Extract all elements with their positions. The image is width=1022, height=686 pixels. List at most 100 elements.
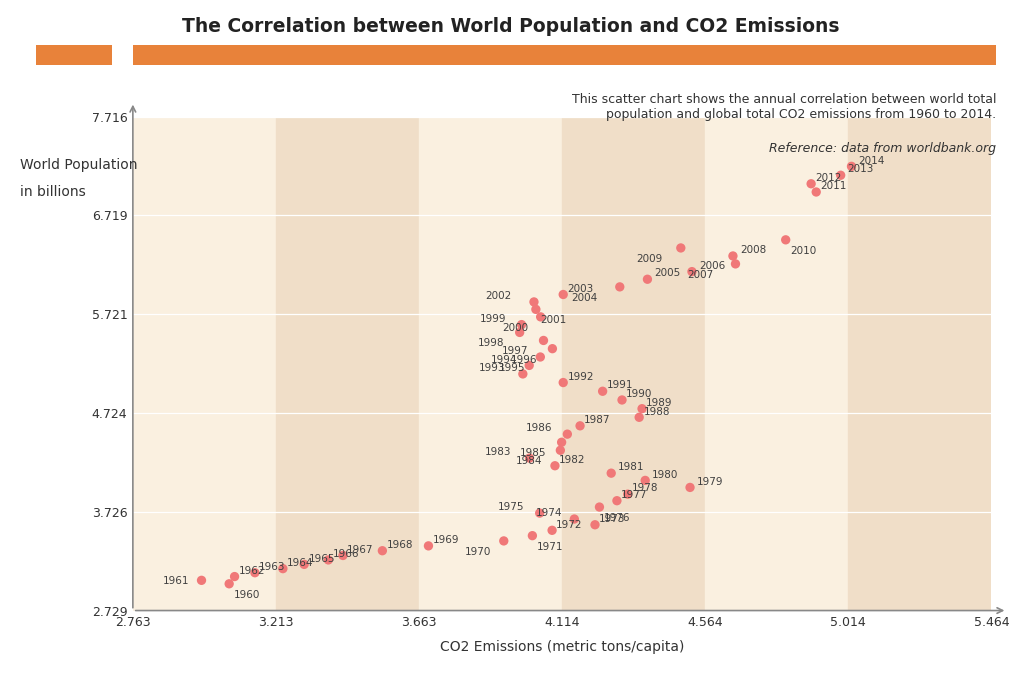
- Text: 1986: 1986: [525, 423, 552, 434]
- Bar: [848, 117, 991, 611]
- Point: [525, 296, 542, 307]
- Point: [559, 429, 575, 440]
- Point: [637, 475, 653, 486]
- Point: [275, 563, 291, 574]
- Text: 1991: 1991: [607, 381, 634, 390]
- Text: 1974: 1974: [536, 508, 562, 518]
- Point: [547, 460, 563, 471]
- Point: [778, 235, 794, 246]
- Point: [603, 468, 619, 479]
- Bar: [705, 117, 848, 611]
- Text: 1999: 1999: [480, 314, 507, 324]
- Point: [609, 495, 625, 506]
- Text: 1965: 1965: [309, 554, 335, 564]
- Point: [513, 319, 529, 330]
- Text: 2006: 2006: [699, 261, 726, 271]
- Text: 1997: 1997: [502, 346, 528, 356]
- Text: 2010: 2010: [790, 246, 817, 256]
- Text: 1982: 1982: [559, 455, 586, 465]
- Text: 1993: 1993: [478, 363, 505, 373]
- Text: 1984: 1984: [516, 456, 543, 466]
- Text: 1990: 1990: [626, 389, 653, 399]
- Point: [833, 169, 849, 180]
- Text: 2009: 2009: [637, 254, 662, 264]
- Point: [682, 482, 698, 493]
- Text: 1972: 1972: [556, 519, 583, 530]
- Point: [531, 508, 548, 519]
- Text: 1961: 1961: [162, 576, 189, 587]
- Text: 1980: 1980: [652, 470, 679, 480]
- Text: 1983: 1983: [485, 447, 512, 458]
- Text: 2012: 2012: [816, 173, 842, 183]
- Text: 1962: 1962: [239, 566, 266, 576]
- Text: 1964: 1964: [287, 558, 314, 568]
- Point: [592, 501, 608, 512]
- Point: [420, 541, 436, 552]
- Text: The Correlation between World Population and CO2 Emissions: The Correlation between World Population…: [182, 17, 840, 36]
- Point: [631, 412, 647, 423]
- Text: 2000: 2000: [502, 323, 528, 333]
- Point: [587, 519, 603, 530]
- Point: [672, 242, 689, 253]
- Point: [544, 525, 560, 536]
- Text: 1998: 1998: [478, 338, 505, 348]
- Point: [521, 360, 538, 371]
- Text: Reference: data from worldbank.org: Reference: data from worldbank.org: [770, 142, 996, 155]
- Text: World Population: World Population: [20, 158, 138, 172]
- Point: [611, 281, 628, 292]
- Point: [554, 437, 570, 448]
- Point: [552, 445, 568, 456]
- Point: [545, 343, 561, 354]
- Text: 1987: 1987: [585, 415, 611, 425]
- Point: [572, 421, 589, 431]
- Text: 1996: 1996: [511, 355, 538, 364]
- Text: 1989: 1989: [646, 398, 672, 408]
- Point: [566, 514, 583, 525]
- Text: 2002: 2002: [485, 291, 512, 301]
- Point: [634, 403, 650, 414]
- Text: 1979: 1979: [697, 477, 724, 486]
- Text: 1976: 1976: [604, 513, 631, 523]
- Text: 1970: 1970: [465, 547, 492, 557]
- Text: 1960: 1960: [233, 590, 260, 600]
- Point: [193, 575, 210, 586]
- Text: This scatter chart shows the annual correlation between world total
population a: This scatter chart shows the annual corr…: [572, 93, 996, 121]
- Point: [803, 178, 820, 189]
- Point: [684, 266, 700, 277]
- Point: [335, 550, 352, 561]
- Text: 1977: 1977: [621, 490, 648, 500]
- Point: [619, 488, 636, 499]
- Point: [640, 274, 656, 285]
- Text: 2008: 2008: [740, 245, 766, 255]
- Point: [808, 187, 825, 198]
- Text: 2005: 2005: [654, 268, 681, 279]
- Point: [296, 559, 313, 570]
- Point: [221, 578, 237, 589]
- Point: [843, 161, 860, 172]
- Point: [524, 530, 541, 541]
- Text: 1971: 1971: [537, 541, 563, 552]
- Text: 1992: 1992: [567, 372, 594, 382]
- Text: 2004: 2004: [571, 293, 598, 303]
- Point: [555, 289, 571, 300]
- Point: [496, 536, 512, 547]
- Text: 1978: 1978: [632, 484, 658, 493]
- Text: 1973: 1973: [599, 514, 625, 524]
- Text: 2007: 2007: [687, 270, 713, 280]
- Point: [527, 304, 544, 315]
- Text: 2003: 2003: [567, 284, 594, 294]
- Point: [521, 453, 538, 464]
- Point: [227, 571, 243, 582]
- Text: 1995: 1995: [499, 363, 525, 373]
- Text: 1994: 1994: [491, 355, 517, 365]
- Text: 1985: 1985: [520, 448, 547, 458]
- Point: [614, 394, 631, 405]
- Text: in billions: in billions: [20, 185, 86, 199]
- Text: 1963: 1963: [259, 562, 285, 572]
- Point: [515, 368, 531, 379]
- Point: [595, 386, 611, 397]
- Point: [320, 554, 336, 565]
- Text: 2013: 2013: [847, 165, 874, 174]
- Point: [728, 259, 744, 270]
- Text: 1988: 1988: [643, 407, 669, 416]
